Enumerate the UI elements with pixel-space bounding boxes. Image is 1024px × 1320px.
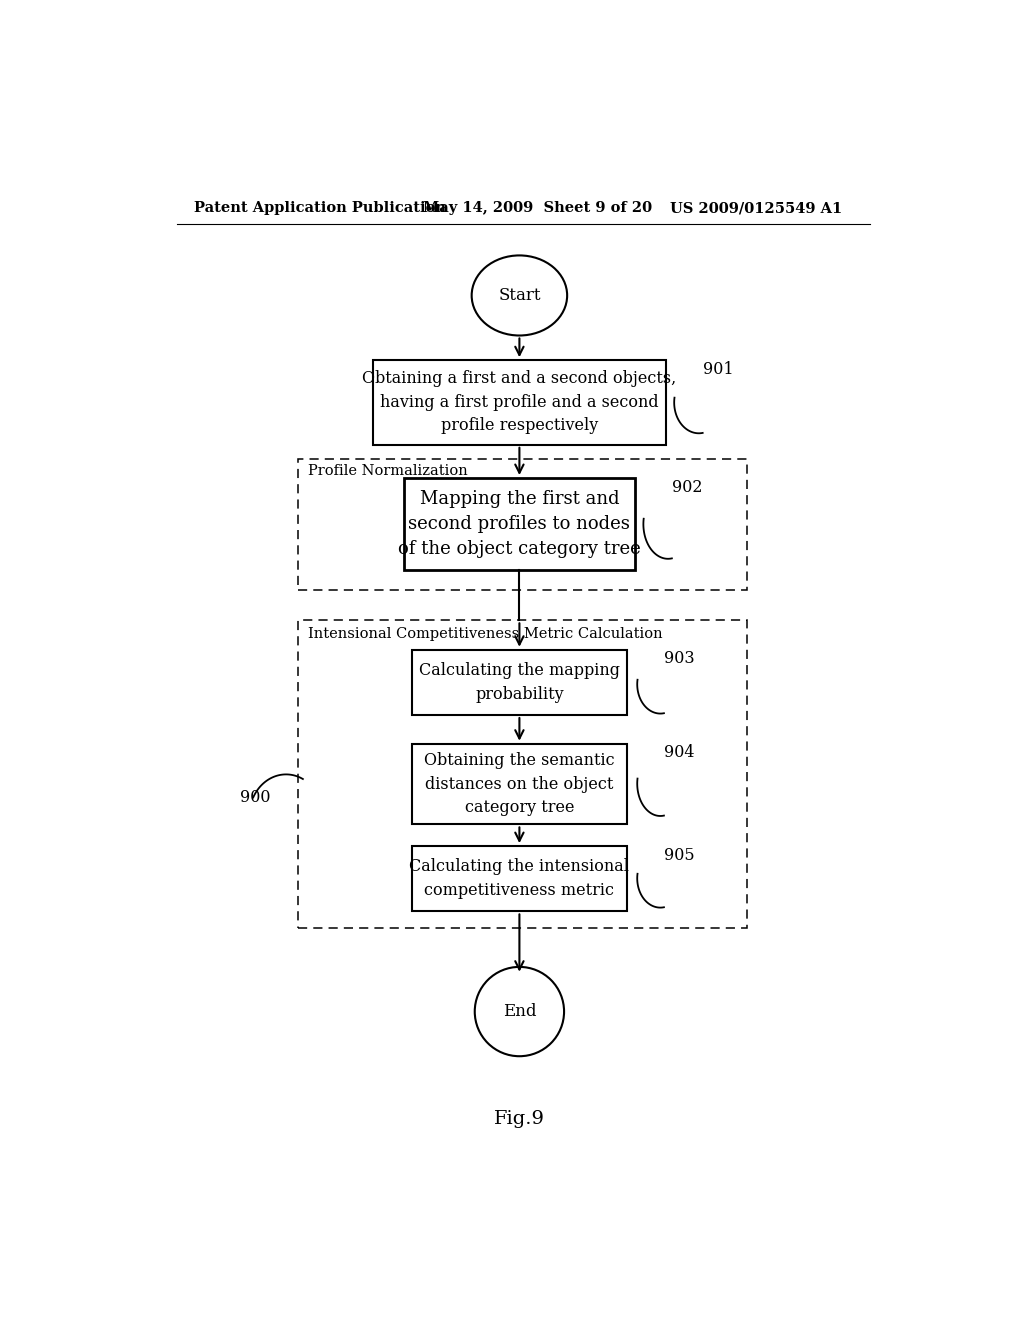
Text: Calculating the intensional
competitiveness metric: Calculating the intensional competitiven… (410, 858, 630, 899)
Text: Profile Normalization: Profile Normalization (307, 465, 467, 478)
Bar (298, 459, 746, 590)
Text: Start: Start (498, 286, 541, 304)
Bar (298, 620, 746, 928)
Bar (412, 846, 628, 911)
Bar (403, 478, 635, 570)
Text: Fig.9: Fig.9 (494, 1110, 545, 1129)
Text: Calculating the mapping
probability: Calculating the mapping probability (419, 663, 620, 702)
Text: 901: 901 (702, 360, 733, 378)
Bar (412, 743, 628, 825)
Text: Mapping the first and
second profiles to nodes
of the object category tree: Mapping the first and second profiles to… (398, 490, 641, 558)
Bar (373, 360, 666, 445)
Text: US 2009/0125549 A1: US 2009/0125549 A1 (670, 202, 842, 215)
Text: 903: 903 (665, 651, 695, 668)
Text: 900: 900 (240, 789, 270, 807)
Text: Obtaining a first and a second objects,
having a first profile and a second
prof: Obtaining a first and a second objects, … (362, 371, 677, 434)
Text: 902: 902 (672, 479, 702, 496)
Bar (412, 649, 628, 715)
Text: May 14, 2009  Sheet 9 of 20: May 14, 2009 Sheet 9 of 20 (423, 202, 652, 215)
Text: End: End (503, 1003, 537, 1020)
Text: Obtaining the semantic
distances on the object
category tree: Obtaining the semantic distances on the … (424, 752, 614, 816)
Text: Patent Application Publication: Patent Application Publication (194, 202, 445, 215)
Text: 904: 904 (665, 744, 695, 762)
Text: 905: 905 (665, 846, 695, 863)
Text: Intensional Competitiveness Metric Calculation: Intensional Competitiveness Metric Calcu… (307, 627, 663, 642)
